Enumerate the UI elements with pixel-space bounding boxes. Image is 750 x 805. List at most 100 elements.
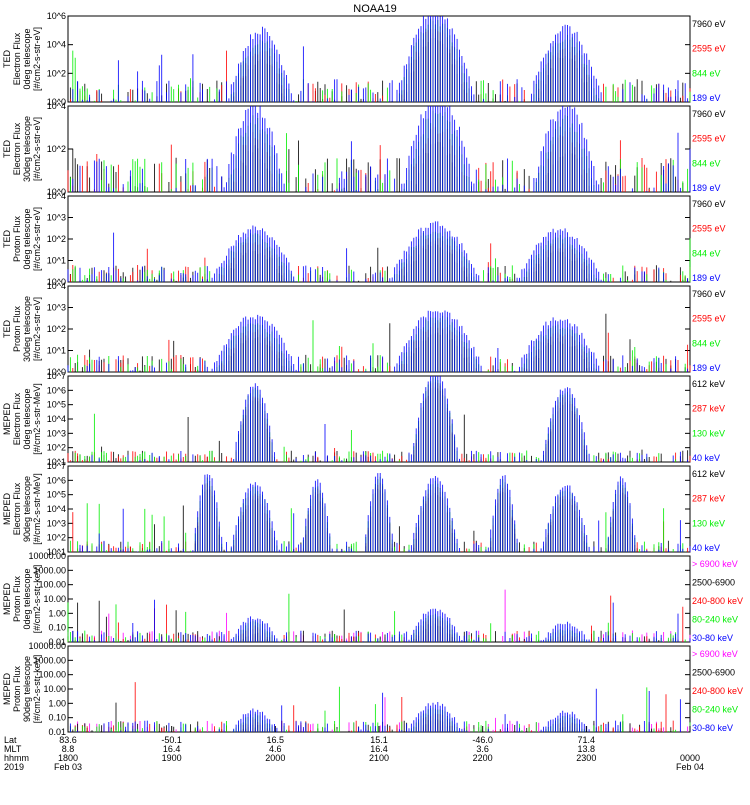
plot-title: NOAA19 (353, 3, 396, 15)
y-axis-label-line: Electron Flux (12, 122, 22, 175)
x-tick-label-hhmm: 2000 (265, 753, 285, 763)
y-axis-label-line: 30deg telescope (22, 296, 32, 362)
legend-entry: 240-800 keV (692, 686, 743, 696)
legend-entry: 844 eV (692, 68, 721, 78)
x-tick-label-hhmm: 0000 (680, 753, 700, 763)
y-tick-label: 10^4 (47, 281, 66, 291)
legend-entry: 7960 eV (692, 289, 726, 299)
y-tick-label: 10^4 (47, 101, 66, 111)
y-axis-label-line: MEPED (2, 583, 12, 616)
panel-3: 10^0 10^1 10^2 10^3 10^4 TED Proton Flux 0deg t… (2, 191, 726, 287)
series-trace (69, 110, 689, 192)
legend-entry: 130 keV (692, 428, 725, 438)
legend-entry: 7960 eV (692, 199, 726, 209)
series-trace (79, 473, 691, 552)
y-tick-label: 0.01 (48, 727, 66, 737)
time-axis-row-label: MLT (4, 744, 22, 754)
y-tick-label: 10^2 (47, 443, 66, 453)
series-trace (69, 688, 681, 732)
legend-entry: 240-800 keV (692, 596, 743, 606)
panel-frame (67, 465, 691, 553)
y-axis-label-line: [#/cm2-s-str-MeV] (32, 383, 42, 455)
x-tick-label-mlt: 4.6 (269, 744, 282, 754)
panel-7: 0.01 0.10 1.00 10.00 100.00 1000.00 10000.00 ME… (2, 551, 743, 647)
x-tick-label-mlt: 8.8 (62, 744, 75, 754)
x-tick-label-mlt: 13.8 (578, 744, 596, 754)
legend-entry: 189 eV (692, 93, 721, 103)
legend-entry: 189 eV (692, 363, 721, 373)
legend-entry: 844 eV (692, 158, 721, 168)
y-axis-label-line: Electron Flux (12, 392, 22, 445)
y-axis-label-line: TED (2, 49, 12, 68)
y-axis-label-line: MEPED (2, 493, 12, 526)
y-tick-label: 10^7 (47, 371, 66, 381)
y-tick-label: 1.00 (48, 608, 66, 618)
y-tick-label: 10^1 (47, 547, 66, 557)
legend-entry: 40 keV (692, 453, 720, 463)
legend-entry: 30-80 keV (692, 723, 733, 733)
x-tick-label-mlt: 16.4 (370, 744, 388, 754)
y-tick-label: 10^3 (47, 428, 66, 438)
panel-2: 10^0 10^2 10^4 TED Electron Flux 30deg telesc… (2, 101, 726, 197)
x-tick-label-lat: 71.4 (578, 735, 596, 745)
y-tick-label: 10^6 (47, 11, 66, 21)
y-axis-label-line: Electron Flux (12, 482, 22, 535)
panel-frame (67, 375, 691, 463)
x-tick-label-hhmm: 1900 (162, 753, 182, 763)
series-trace (67, 593, 686, 642)
legend-entry: 844 eV (692, 338, 721, 348)
series-trace (67, 589, 691, 642)
legend-entry: 2595 eV (692, 134, 726, 144)
x-tick-label-lat: 16.5 (267, 735, 285, 745)
series-trace (67, 221, 689, 282)
series-trace (72, 231, 691, 282)
y-tick-label: 10^0 (47, 277, 66, 287)
x-tick-label-hhmm: 2200 (473, 753, 493, 763)
panel-8: 0.01 0.10 1.00 10.00 100.00 1000.00 10000.00 ME… (2, 641, 743, 737)
y-axis-label-line: [#/cm2-s-str-eV] (32, 297, 42, 361)
time-axis-row-label: Lat (4, 735, 17, 745)
series-trace (69, 37, 691, 102)
y-axis-label: MEPED Electron Flux 0deg telescope [#/cm2-s… (2, 383, 42, 455)
series-trace (72, 18, 691, 102)
legend-entry: 612 keV (692, 469, 725, 479)
x-tick-label-hhmm: 2100 (369, 753, 389, 763)
legend-entry: 7960 eV (692, 109, 726, 119)
x-tick-label-lat: -50.1 (161, 735, 182, 745)
panel-5: 10^1 10^2 10^3 10^4 10^5 10^6 10^7 MEPED Electro… (2, 371, 725, 467)
series-trace (72, 322, 691, 372)
series-trace (69, 28, 691, 102)
y-tick-label: 0.10 (48, 713, 66, 723)
y-axis-label-line: [#/cm2-s-str-keV] (32, 565, 42, 634)
y-axis-label-line: Proton Flux (12, 665, 22, 712)
y-tick-label: 10.00 (43, 594, 66, 604)
y-tick-label: 10^4 (47, 414, 66, 424)
y-tick-label: 10^3 (47, 213, 66, 223)
legend-entry: 2500-6900 (692, 578, 735, 588)
legend-entry: 2500-6900 (692, 668, 735, 678)
panel-4: 10^0 10^1 10^2 10^3 10^4 TED Proton Flux 30deg … (2, 281, 726, 377)
y-tick-label: 10^1 (47, 457, 66, 467)
y-tick-label: 10^2 (47, 144, 66, 154)
series-trace (67, 310, 689, 372)
legend-entry: 40 keV (692, 543, 720, 553)
legend-entry: 2595 eV (692, 314, 726, 324)
y-axis-label: TED Electron Flux 30deg telescope [#/cm2-s-… (2, 116, 42, 182)
series-trace (72, 482, 691, 552)
y-axis-label-line: TED (2, 139, 12, 158)
y-axis-label-line: Proton Flux (12, 575, 22, 622)
series-trace (74, 377, 677, 462)
legend-entry: 844 eV (692, 248, 721, 258)
y-axis-label-line: 30deg telescope (22, 116, 32, 182)
x-tick-label-mlt: 3.6 (476, 744, 489, 754)
y-axis-label: TED Proton Flux 30deg telescope [#/cm2-s-st… (2, 296, 42, 362)
series-trace (69, 140, 684, 192)
legend-entry: 612 keV (692, 379, 725, 389)
y-tick-label: 10000.00 (28, 551, 66, 561)
x-tick-label-hhmm: 1800 (58, 753, 78, 763)
y-tick-label: 100.00 (38, 580, 66, 590)
y-axis-label-line: 90deg telescope (22, 656, 32, 722)
legend-entry: 80-240 keV (692, 705, 738, 715)
legend-entry: 189 eV (692, 273, 721, 283)
